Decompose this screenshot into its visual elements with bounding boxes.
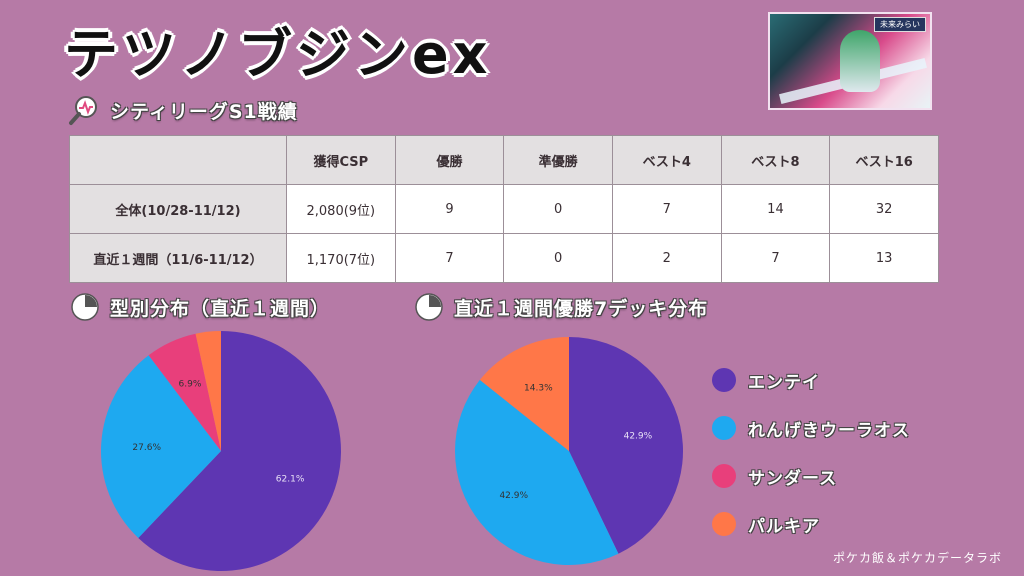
header-cell: 優勝 bbox=[394, 135, 505, 185]
table-cell: 7 bbox=[720, 233, 831, 283]
legend-swatch bbox=[712, 368, 736, 392]
pie-slice-label: 62.1% bbox=[276, 475, 305, 485]
pie-slice-1 bbox=[138, 331, 341, 571]
pie-slice-label: 6.9% bbox=[179, 379, 202, 389]
table-cell: 14 bbox=[720, 184, 831, 234]
table-cell: 1,170(7位) bbox=[286, 233, 396, 283]
pie-slice-label: 14.3% bbox=[524, 383, 553, 393]
stats-table: 獲得CSP 優勝 準優勝 ベスト4 ベスト8 ベスト16 全体(10/28-11… bbox=[69, 135, 939, 283]
table-row: 直近１週間（11/6-11/12） 1,170(7位) 7 0 2 7 13 bbox=[69, 233, 939, 283]
legend-label: エンテイ bbox=[748, 372, 820, 393]
table-row: 全体(10/28-11/12) 2,080(9位) 9 0 7 14 32 bbox=[69, 184, 939, 234]
table-cell: 13 bbox=[829, 233, 939, 283]
header-cell: 獲得CSP bbox=[286, 135, 396, 185]
pie-slice-label: 42.9% bbox=[624, 431, 653, 441]
table-cell: 0 bbox=[503, 184, 613, 234]
table-header-row: 獲得CSP 優勝 準優勝 ベスト4 ベスト8 ベスト16 bbox=[69, 135, 939, 185]
legend-item: れんげきウーラオス bbox=[712, 416, 910, 441]
chart1-title: 型別分布（直近１週間） bbox=[110, 297, 331, 320]
page-title: テツノブジンex bbox=[64, 23, 492, 86]
stats-section-label: シティリーグS1戦績 bbox=[110, 100, 298, 123]
legend-label: パルキア bbox=[748, 516, 820, 537]
stats-section-header: シティリーグS1戦績 bbox=[68, 94, 298, 126]
footer-credit: ポケカ飯＆ポケカデータラボ bbox=[832, 551, 1002, 565]
pie-chart-type-distribution: 62.1% 27.6% 6.9% bbox=[100, 331, 341, 571]
pie-slice-label: 42.9% bbox=[499, 491, 528, 501]
pie-slice-label: 27.6% bbox=[132, 443, 161, 453]
pie-chart-icon bbox=[415, 293, 443, 321]
card-art-figure bbox=[840, 30, 880, 92]
table-cell: 7 bbox=[611, 184, 722, 234]
header-cell bbox=[69, 135, 287, 185]
table-cell: 9 bbox=[394, 184, 505, 234]
header-cell: 準優勝 bbox=[503, 135, 613, 185]
row-label: 直近１週間（11/6-11/12） bbox=[69, 233, 287, 283]
header-cell: ベスト8 bbox=[720, 135, 831, 185]
card-image: 未来みらい bbox=[768, 12, 932, 110]
legend-item: パルキア bbox=[712, 512, 910, 537]
legend-label: サンダース bbox=[748, 468, 838, 489]
header-cell: ベスト16 bbox=[829, 135, 939, 185]
pie-slice-2 bbox=[455, 379, 619, 565]
pie-slice-3 bbox=[479, 337, 569, 451]
pie-slice-4 bbox=[195, 331, 221, 451]
chart1-header: 型別分布（直近１週間） bbox=[70, 292, 330, 322]
table-cell: 2,080(9位) bbox=[286, 184, 396, 234]
legend-label: れんげきウーラオス bbox=[748, 420, 910, 441]
pie-slice-2 bbox=[100, 355, 221, 538]
table-cell: 2 bbox=[611, 233, 722, 283]
table-cell: 32 bbox=[829, 184, 939, 234]
header-cell: ベスト4 bbox=[611, 135, 722, 185]
pie-slice-3 bbox=[148, 333, 221, 451]
row-label: 全体(10/28-11/12) bbox=[69, 184, 287, 234]
chart2-title: 直近１週間優勝7デッキ分布 bbox=[454, 297, 709, 320]
table-cell: 7 bbox=[394, 233, 505, 283]
legend-swatch bbox=[712, 464, 736, 488]
card-badge: 未来みらい bbox=[874, 17, 926, 32]
magnifier-chart-icon bbox=[69, 96, 97, 125]
legend-item: エンテイ bbox=[712, 368, 910, 393]
legend-item: サンダース bbox=[712, 464, 910, 489]
legend-swatch bbox=[712, 512, 736, 536]
pie-chart-winner-distribution: 42.9% 42.9% 14.3% bbox=[455, 337, 683, 565]
pie-slice-1 bbox=[569, 337, 683, 554]
chart-legend: エンテイ れんげきウーラオス サンダース パルキア bbox=[712, 368, 910, 560]
pie-chart-icon bbox=[71, 293, 99, 321]
legend-swatch bbox=[712, 416, 736, 440]
chart2-header: 直近１週間優勝7デッキ分布 bbox=[414, 292, 708, 322]
table-cell: 0 bbox=[503, 233, 613, 283]
